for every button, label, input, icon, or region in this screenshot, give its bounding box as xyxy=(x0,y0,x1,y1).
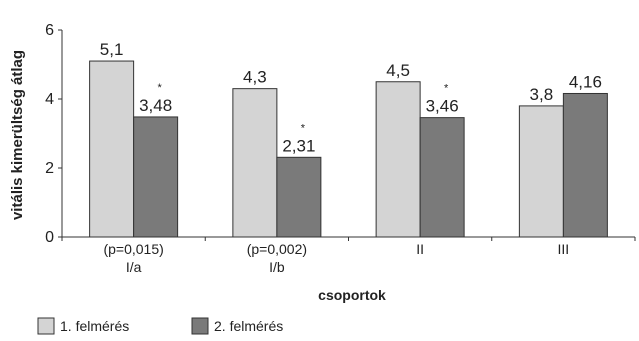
significance-marker: * xyxy=(301,122,306,134)
data-label: 2,31 xyxy=(282,136,315,155)
bar-1 xyxy=(518,105,564,238)
significance-marker: * xyxy=(444,83,449,95)
x-axis-label: csoportok xyxy=(318,287,386,303)
category-sublabel: I/b xyxy=(269,259,285,275)
data-label: 4,3 xyxy=(243,68,267,87)
bars: 5,1 3,48 * 4,3 2,31 * 4,5 3,46 * 3,8 4,16 xyxy=(89,40,608,238)
legend-swatch xyxy=(37,317,55,335)
category-label: (p=0,002) xyxy=(247,241,307,257)
data-label: 3,8 xyxy=(530,85,554,104)
bar-2 xyxy=(276,156,322,238)
bar-2 xyxy=(419,117,465,238)
data-label: 3,46 xyxy=(426,97,459,116)
y-tick-label: 4 xyxy=(45,91,54,108)
y-axis-label: vitális kimerültség átlag xyxy=(9,50,26,220)
bar-2 xyxy=(562,92,608,238)
bar-1 xyxy=(232,88,278,238)
data-label: 4,16 xyxy=(569,72,602,91)
category-label: (p=0,015) xyxy=(103,241,163,257)
bar-2 xyxy=(133,116,179,238)
legend: 1. felmérés 2. felmérés xyxy=(37,317,283,335)
category-sublabel: I/a xyxy=(126,259,142,275)
bar-1 xyxy=(89,60,135,238)
data-label: 5,1 xyxy=(100,40,124,59)
legend-label: 2. felmérés xyxy=(214,318,283,334)
legend-swatch xyxy=(191,317,209,335)
category-label: II xyxy=(416,241,424,257)
y-tick-label: 0 xyxy=(45,229,54,246)
data-label: 4,5 xyxy=(386,61,410,80)
bar-1 xyxy=(375,81,421,238)
y-tick-label: 2 xyxy=(45,160,54,177)
legend-label: 1. felmérés xyxy=(60,318,129,334)
y-tick-label: 6 xyxy=(45,22,54,39)
category-label: III xyxy=(558,241,570,257)
significance-marker: * xyxy=(157,82,162,94)
data-label: 3,48 xyxy=(139,96,172,115)
